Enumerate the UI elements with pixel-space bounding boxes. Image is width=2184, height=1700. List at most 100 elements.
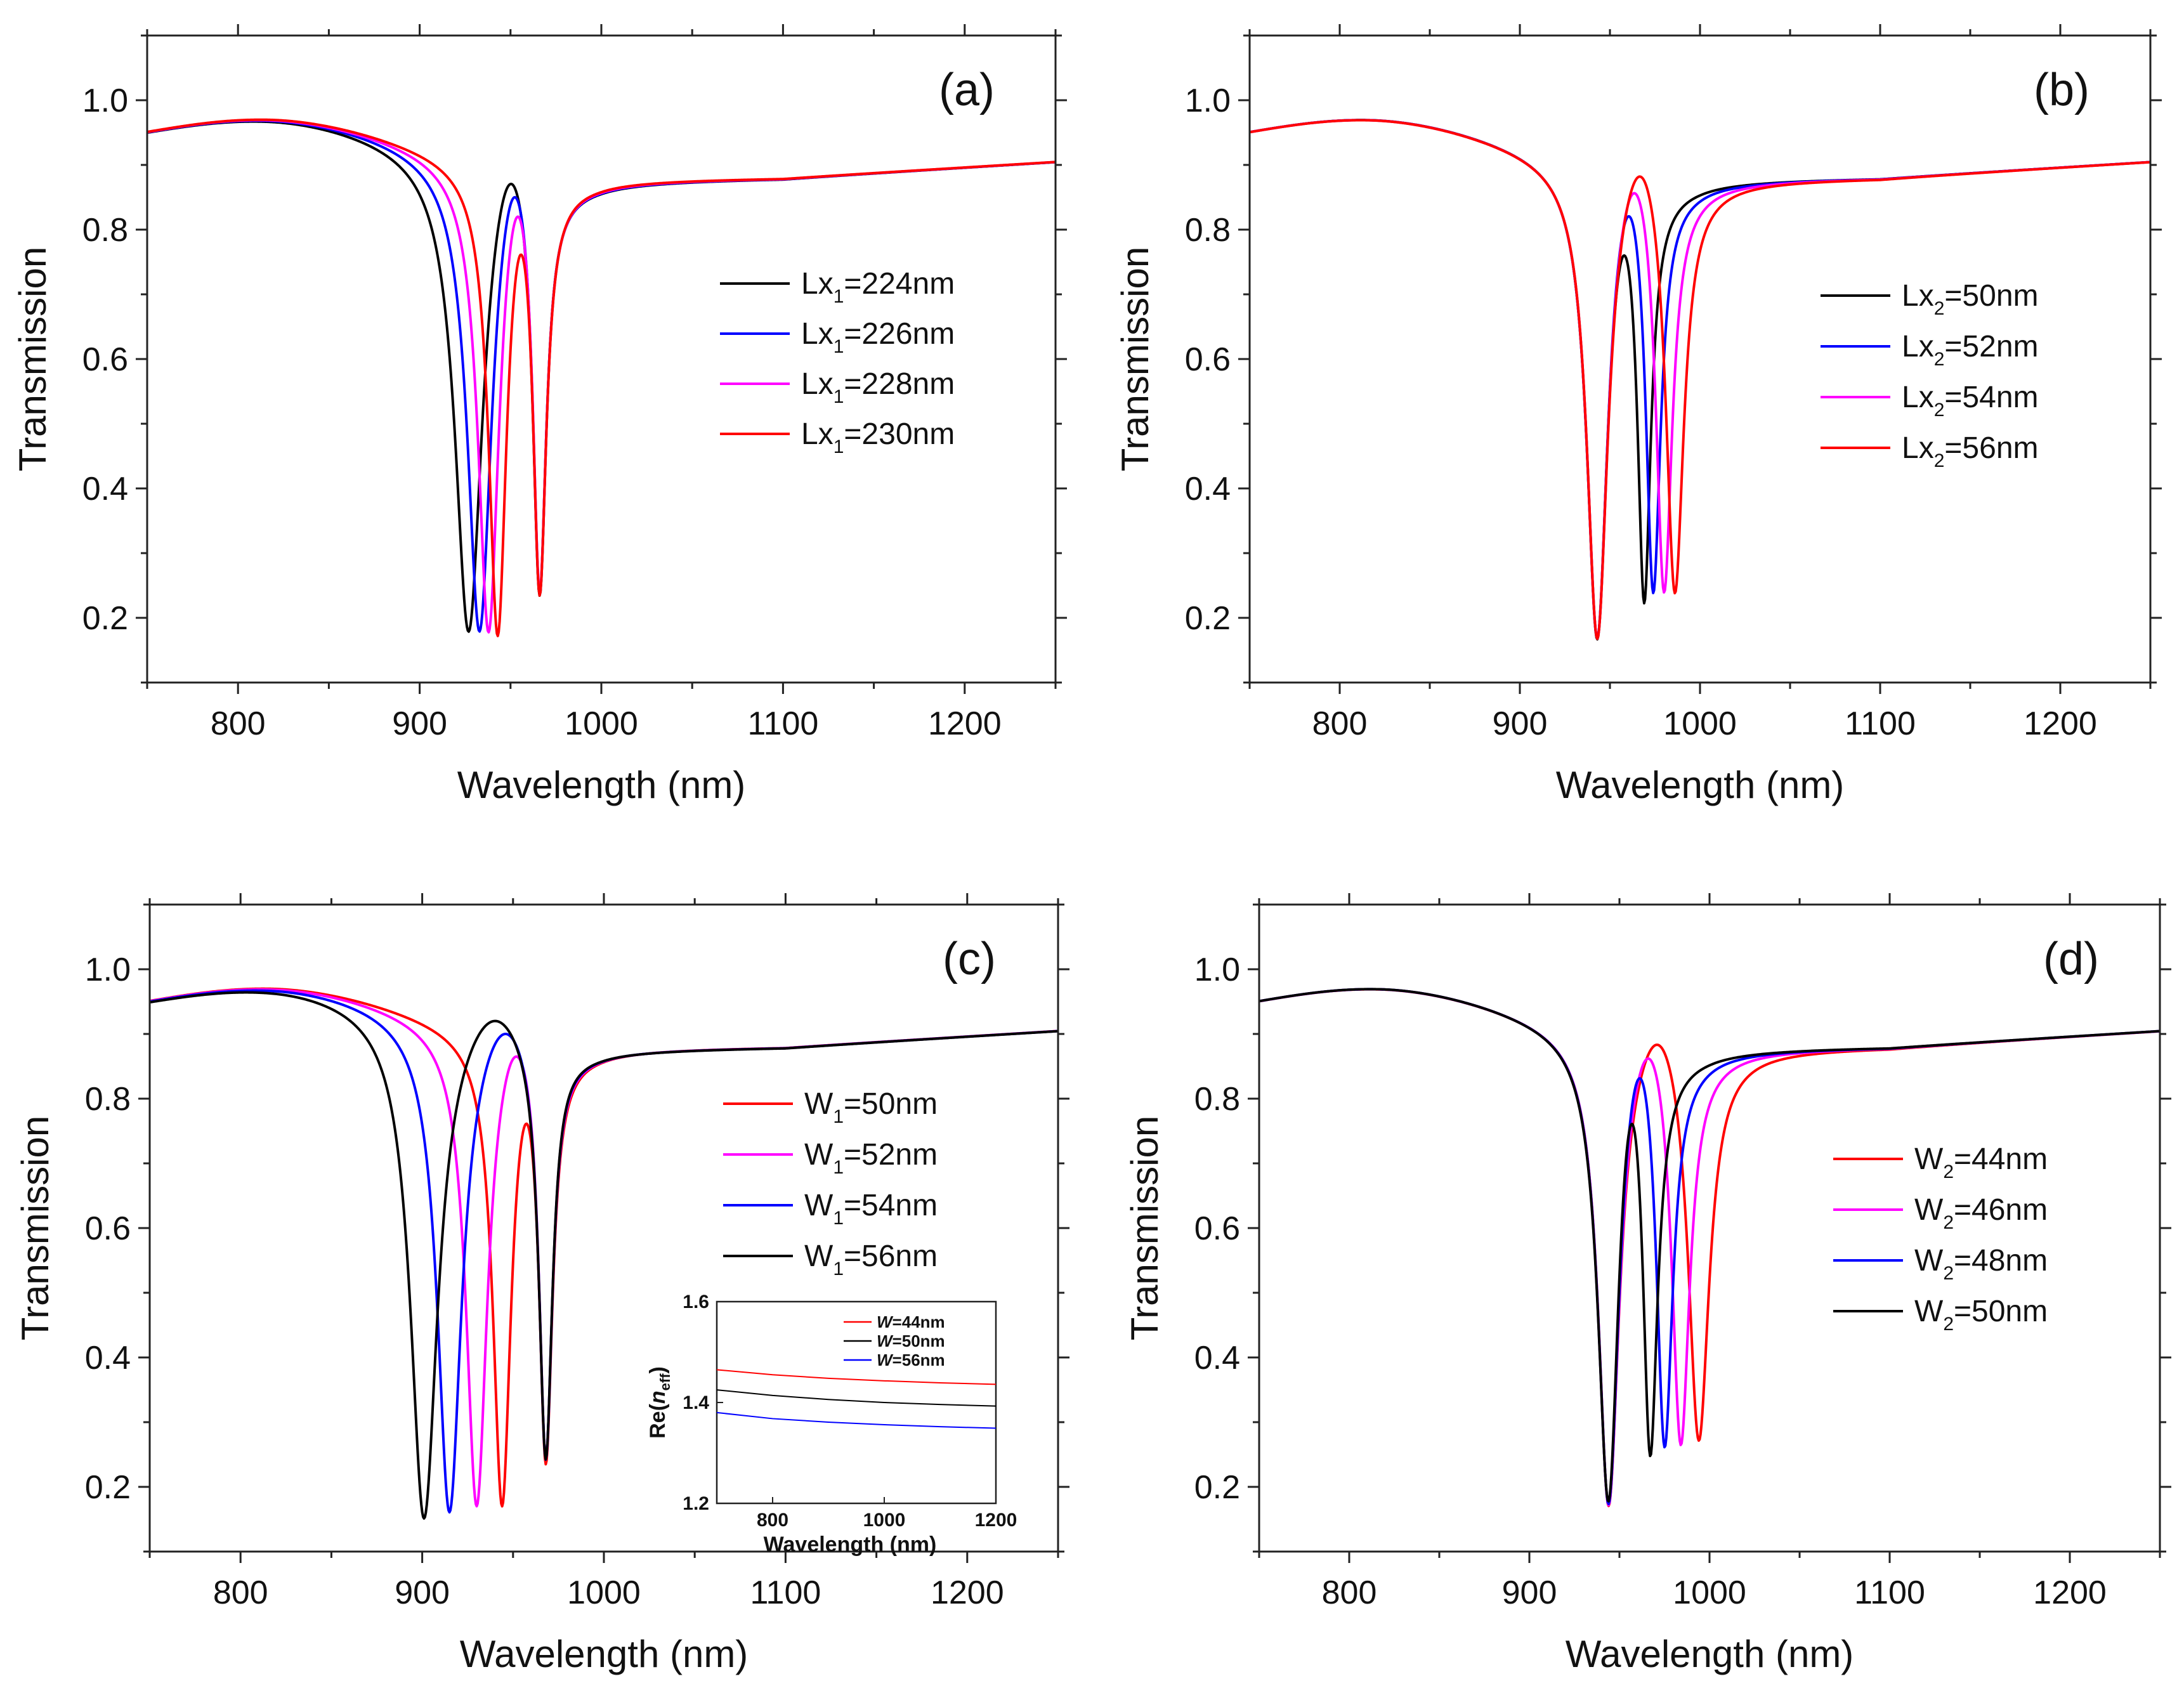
- x-axis-title: Wavelength (nm): [460, 1633, 749, 1675]
- y-tick-label: 0.4: [82, 471, 128, 507]
- inset-frame: [716, 1300, 997, 1505]
- inset-series-W=56nm: [716, 1411, 997, 1429]
- inset-series-W=44nm: [716, 1369, 997, 1385]
- legend-label: W2=48nm: [1914, 1244, 2048, 1284]
- legend-label: W2=50nm: [1914, 1295, 2048, 1335]
- x-tick-label: 900: [1502, 1574, 1557, 1611]
- x-tick-label: 1100: [747, 705, 818, 742]
- series-line-Lx1=230nm: [147, 118, 1056, 638]
- plot-frame: [1258, 903, 2161, 1553]
- chart-panel-a: 800 900 1000 1100 1200 0.2 0.4 0.6 0.8 1.0 Wavelen…: [11, 24, 1067, 806]
- inset-x-tick-label: 800: [757, 1510, 788, 1531]
- x-tick-label: 900: [395, 1574, 450, 1611]
- legend-label: Lx1=226nm: [801, 317, 955, 357]
- y-tick-label: 0.6: [1194, 1210, 1240, 1247]
- x-tick-label: 1100: [1845, 705, 1916, 742]
- x-axis-title: Wavelength (nm): [1566, 1633, 1854, 1675]
- y-tick-label: 1.0: [1194, 951, 1240, 988]
- y-axis-title: Transmission: [1123, 1116, 1166, 1341]
- y-tick-label: 0.8: [82, 212, 128, 249]
- x-axis-title: Wavelength (nm): [1556, 764, 1845, 806]
- y-tick-label: 0.6: [82, 341, 128, 378]
- x-tick-label: 1200: [2033, 1574, 2107, 1611]
- inset-x-axis-title: Wavelength (nm): [764, 1533, 937, 1557]
- series-group: [150, 987, 1058, 1520]
- legend-label: W1=50nm: [804, 1087, 938, 1127]
- y-tick-label: 0.8: [1194, 1081, 1240, 1118]
- legend-label: W1=56nm: [804, 1239, 938, 1279]
- legend: W2=44nm W2=46nm W2=48nm W2=50nm: [1833, 1142, 2048, 1335]
- legend-label: Lx2=54nm: [1902, 381, 2039, 421]
- inset-chart: 800 1000 1200 1.2 1.4 1.6 Wavelength (nm) Re(ne…: [646, 1291, 1017, 1557]
- inset-y-axis-title: Re(neff): [646, 1366, 673, 1439]
- series-line-Lx2=50nm: [1250, 119, 2150, 641]
- y-axis-title: Transmission: [14, 1116, 56, 1341]
- chart-panel-b: 800 900 1000 1100 1200 0.2 0.4 0.6 0.8 1.0 Wavelen…: [1114, 24, 2162, 806]
- x-axis-title: Wavelength (nm): [457, 764, 746, 806]
- series-group: [1259, 988, 2160, 1508]
- series-group: [1250, 119, 2150, 641]
- legend-label: Lx2=52nm: [1902, 330, 2039, 370]
- panel-label: (d): [2043, 934, 2099, 984]
- y-tick-label: 0.2: [85, 1469, 131, 1506]
- x-tick-label: 1000: [565, 705, 638, 742]
- y-tick-label: 0.4: [1185, 471, 1231, 507]
- y-tick-label: 0.2: [1194, 1469, 1240, 1506]
- legend-label: Lx2=50nm: [1902, 279, 2039, 319]
- chart-panel-c: 800 900 1000 1100 1200 0.2 0.4 0.6 0.8 1.0 Wavelen…: [14, 893, 1069, 1675]
- series-line-Lx2=52nm: [1250, 119, 2150, 640]
- inset-x-tick-label: 1000: [863, 1510, 906, 1531]
- inset-y-tick-label: 1.2: [683, 1493, 709, 1514]
- x-tick-label: 1000: [1673, 1574, 1746, 1611]
- x-tick-label: 800: [213, 1574, 268, 1611]
- x-tick-label: 800: [1312, 705, 1368, 742]
- x-tick-label: 800: [211, 705, 266, 742]
- x-tick-label: 900: [1493, 705, 1548, 742]
- series-group: [147, 118, 1056, 638]
- x-tick-label: 1200: [2024, 705, 2097, 742]
- legend-label: Lx1=224nm: [801, 267, 955, 307]
- x-tick-label: 1200: [928, 705, 1002, 742]
- y-tick-label: 1.0: [1185, 82, 1231, 119]
- legend-label: Lx1=230nm: [801, 417, 955, 457]
- legend: W1=50nm W1=52nm W1=54nm W1=56nm: [723, 1087, 938, 1279]
- x-tick-label: 1000: [567, 1574, 641, 1611]
- y-axis-title: Transmission: [1114, 247, 1156, 472]
- plot-frame: [146, 34, 1057, 684]
- legend-label: Lx2=56nm: [1902, 431, 2039, 471]
- y-tick-label: 1.0: [85, 951, 131, 988]
- x-tick-label: 1100: [1854, 1574, 1925, 1611]
- y-tick-label: 0.6: [85, 1210, 131, 1247]
- legend: Lx1=224nm Lx1=226nm Lx1=228nm Lx1=230nm: [720, 267, 955, 457]
- legend: Lx2=50nm Lx2=52nm Lx2=54nm Lx2=56nm: [1821, 279, 2039, 471]
- panel-label: (b): [2034, 65, 2089, 115]
- y-tick-label: 0.2: [82, 600, 128, 637]
- inset-x-tick-label: 1200: [975, 1510, 1017, 1531]
- inset-y-tick-label: 1.6: [683, 1291, 709, 1312]
- chart-panel-d: 800 900 1000 1100 1200 0.2 0.4 0.6 0.8 1.0 Wavelen…: [1123, 893, 2171, 1675]
- series-line-W2=50nm: [1259, 988, 2160, 1503]
- inset-y-tick-label: 1.4: [683, 1392, 709, 1413]
- y-axis-title: Transmission: [11, 247, 54, 472]
- x-tick-label: 900: [392, 705, 447, 742]
- x-tick-label: 1100: [750, 1574, 821, 1611]
- legend-label: Lx1=228nm: [801, 367, 955, 407]
- inset-series-W=50nm: [716, 1389, 997, 1407]
- y-tick-label: 0.4: [1194, 1340, 1240, 1376]
- legend-label: W2=46nm: [1914, 1193, 2048, 1233]
- y-tick-label: 0.8: [85, 1081, 131, 1118]
- panel-label: (a): [939, 65, 995, 115]
- inset-legend-label: W=50nm: [877, 1331, 945, 1350]
- legend-label: W1=52nm: [804, 1138, 938, 1178]
- inset-legend-label: W=56nm: [877, 1350, 945, 1370]
- legend-label: W2=44nm: [1914, 1142, 2048, 1182]
- y-tick-label: 0.4: [85, 1340, 131, 1376]
- series-line-Lx2=56nm: [1250, 119, 2150, 640]
- panel-label: (c): [943, 934, 996, 984]
- x-tick-label: 1200: [931, 1574, 1004, 1611]
- y-tick-label: 0.2: [1185, 600, 1231, 637]
- series-line-W1=56nm: [150, 991, 1058, 1520]
- series-line-Lx2=54nm: [1250, 119, 2150, 640]
- y-tick-label: 0.8: [1185, 212, 1231, 249]
